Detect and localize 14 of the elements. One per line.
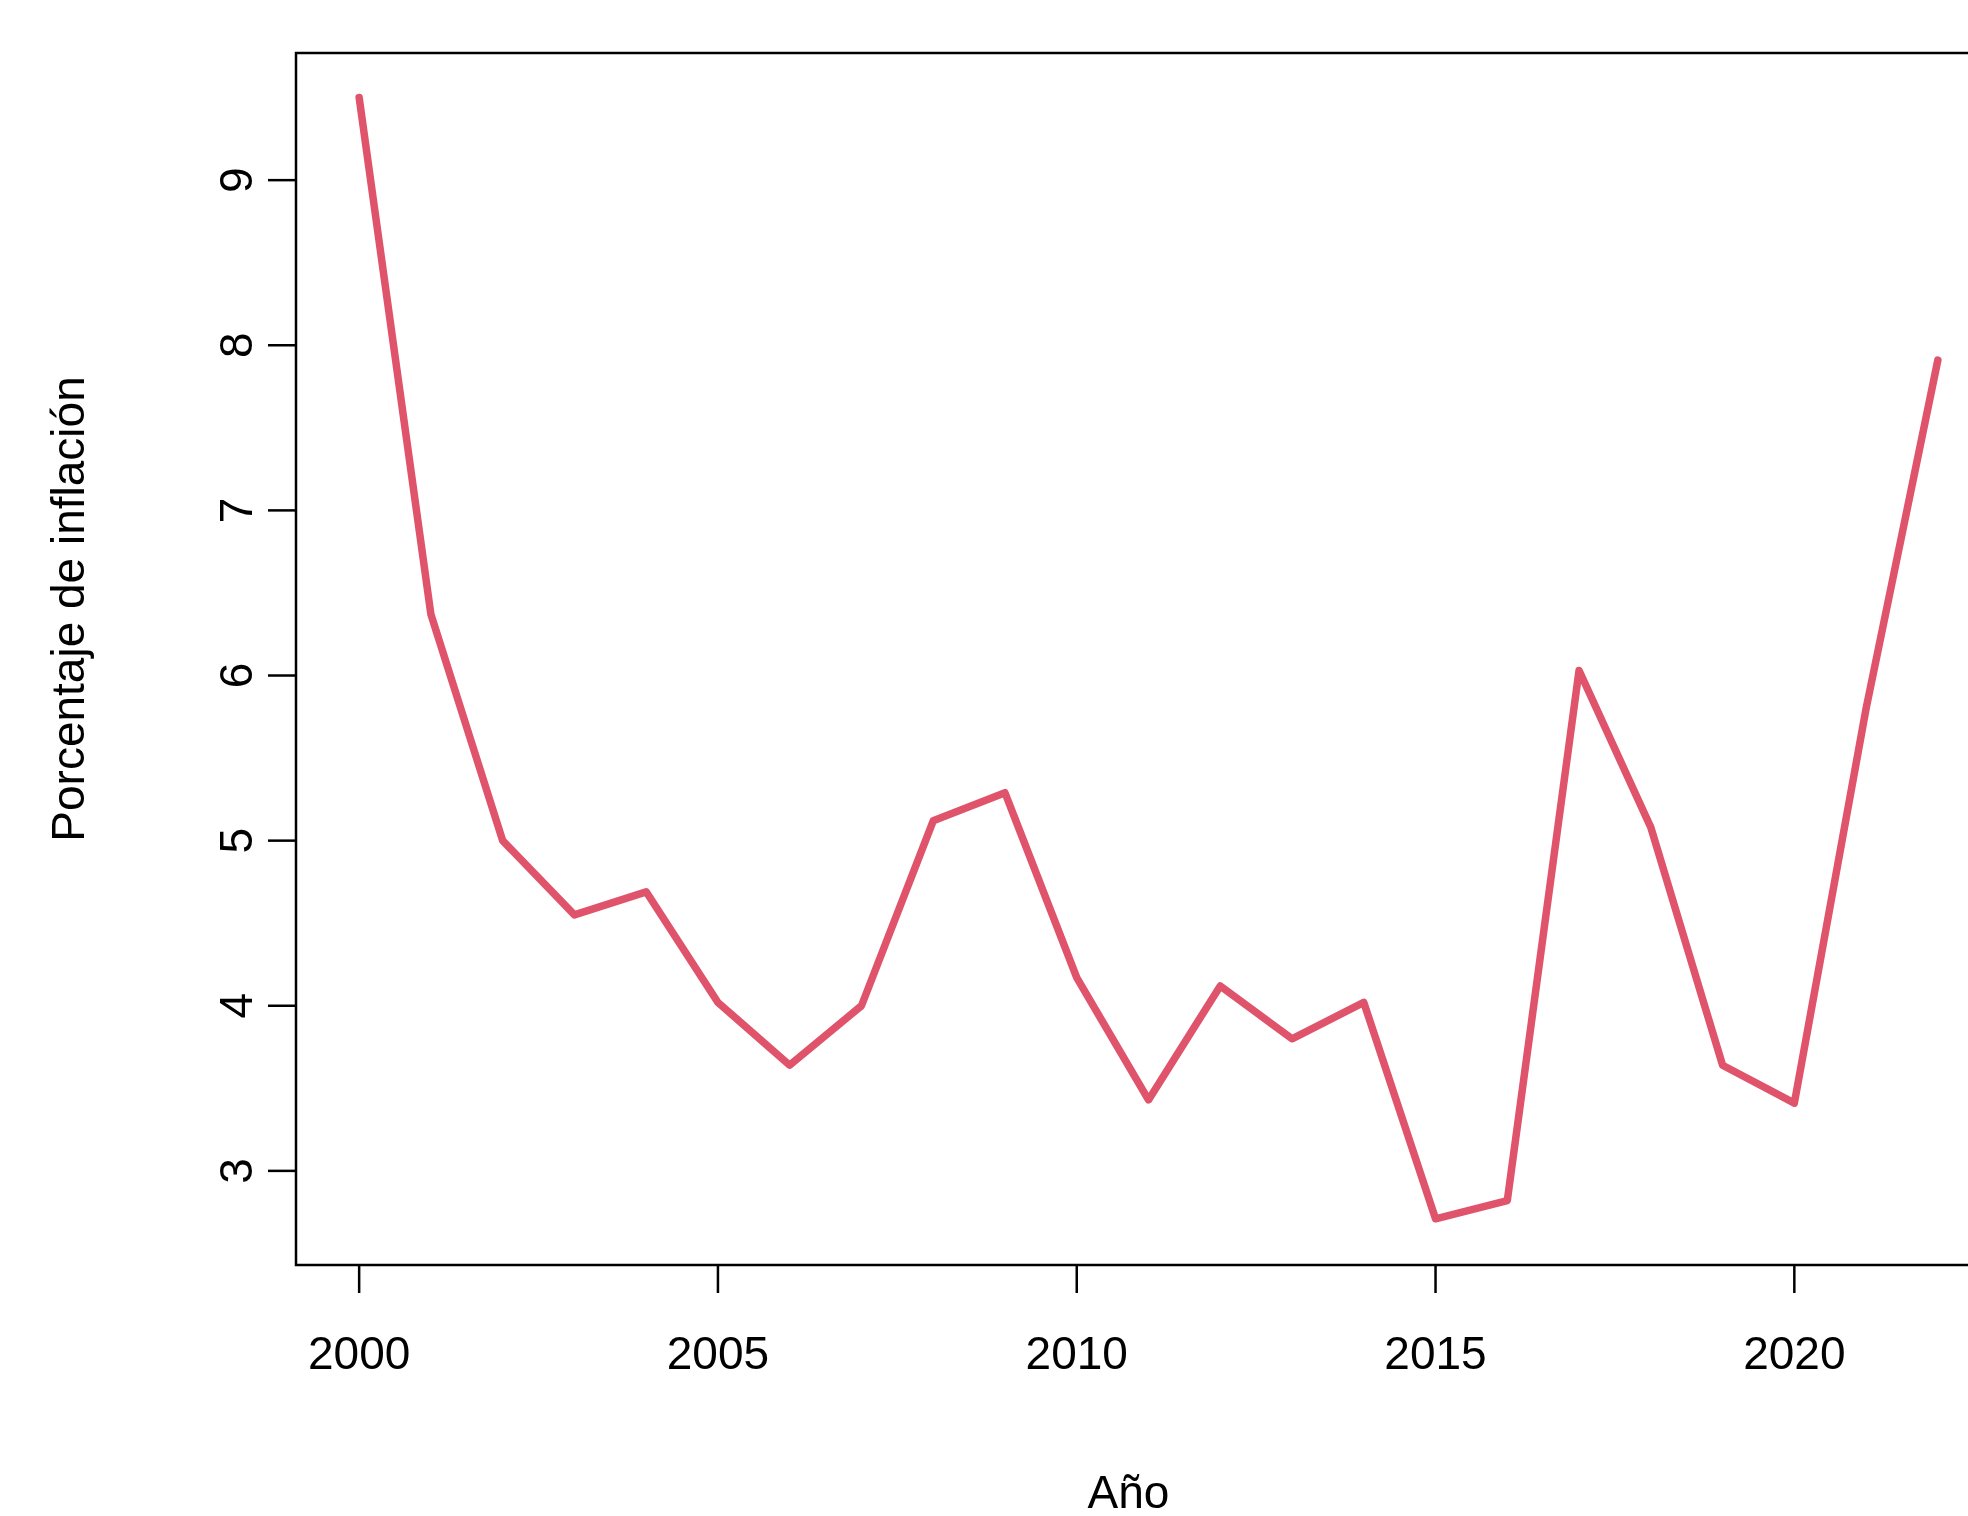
- y-tick-label: 4: [210, 992, 263, 1019]
- y-tick-label: 5: [210, 827, 263, 854]
- y-tick-label: 6: [210, 662, 263, 689]
- x-axis-title: Año: [1087, 1466, 1170, 1516]
- y-tick-label: 3: [210, 1158, 263, 1184]
- y-axis-title: Porcentaje de inflación: [42, 376, 94, 842]
- y-tick-label: 9: [210, 167, 263, 193]
- y-tick-label: 8: [210, 332, 263, 359]
- y-tick-label: 7: [210, 497, 263, 524]
- x-tick-label: 2005: [666, 1327, 770, 1379]
- x-tick-label: 2010: [1025, 1327, 1128, 1379]
- x-tick-label: 2000: [307, 1327, 411, 1379]
- x-tick-label: 2015: [1384, 1327, 1487, 1379]
- x-tick-label: 2020: [1743, 1327, 1846, 1379]
